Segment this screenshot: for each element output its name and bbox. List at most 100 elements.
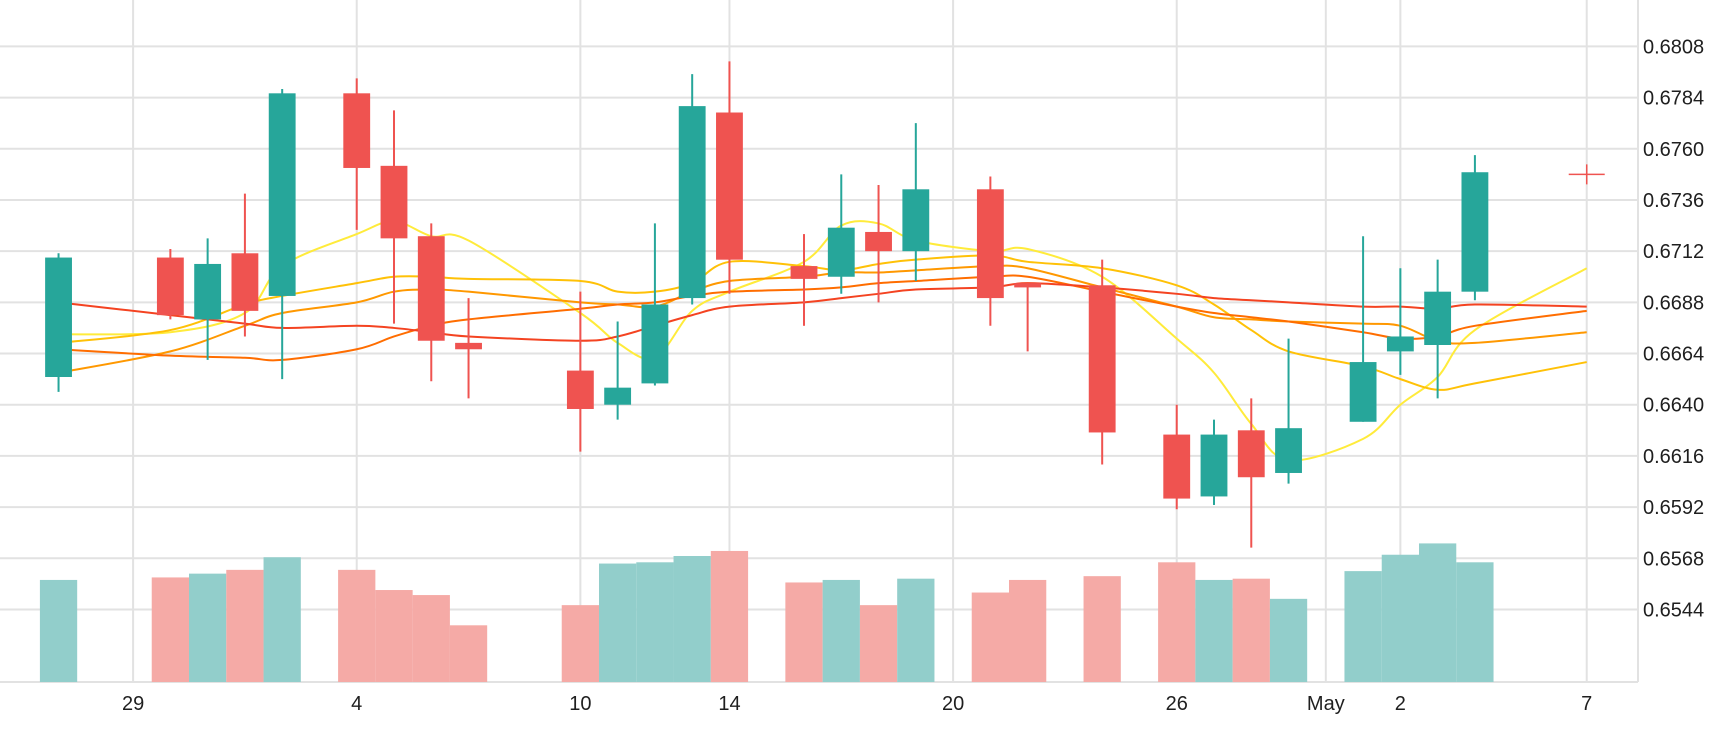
x-tick-label: 26 (1166, 693, 1188, 715)
volume-bar (1456, 562, 1494, 682)
candle-body (827, 227, 855, 277)
volume-bar (226, 569, 264, 682)
volume-bar (897, 578, 935, 682)
candle (1163, 404, 1191, 510)
candle (827, 174, 855, 294)
volume-bars (39, 543, 1494, 682)
y-tick-label: 0.6664 (1643, 344, 1704, 366)
volume-bar (189, 573, 227, 682)
candle (1349, 236, 1377, 422)
candle-body (1088, 285, 1116, 433)
candle-body (268, 93, 296, 296)
candle-body (976, 189, 1004, 299)
candle-body (343, 93, 371, 168)
candle-body (604, 387, 632, 405)
candle (343, 78, 371, 230)
candle-body (194, 263, 222, 320)
x-tick-label: May (1307, 693, 1345, 715)
y-tick-label: 0.6640 (1643, 395, 1704, 417)
candle (231, 193, 259, 337)
candle (902, 123, 930, 282)
x-tick-label: 29 (122, 693, 144, 715)
candle (604, 321, 632, 420)
volume-bar (412, 595, 450, 682)
candle (1088, 259, 1116, 465)
volume-bar (1344, 571, 1382, 682)
volume-bar (1269, 598, 1308, 682)
candle-body (566, 370, 594, 409)
x-tick-label: 10 (569, 693, 591, 715)
volume-bar (1083, 576, 1121, 682)
candle (268, 89, 296, 380)
candle-body (417, 236, 445, 341)
volume-bar (561, 605, 599, 682)
y-tick-label: 0.6616 (1643, 446, 1704, 468)
candle (1275, 338, 1302, 484)
volume-bar (785, 582, 823, 682)
y-axis: 0.6544 0.6568 0.6592 0.6616 0.6640 0.6664 0.66… (1643, 36, 1704, 621)
y-tick-label: 0.6808 (1643, 36, 1704, 58)
candle-body (902, 189, 930, 252)
volume-bar (263, 557, 301, 682)
candle-body (1237, 430, 1265, 478)
candle-body (865, 231, 892, 252)
x-tick-label: 20 (942, 693, 964, 715)
candle (380, 110, 408, 324)
volume-bar (636, 562, 674, 682)
volume-bar (859, 605, 898, 682)
candle-body (678, 106, 706, 299)
candle-body (45, 257, 72, 377)
volume-bar (599, 563, 637, 682)
candle (455, 298, 482, 399)
candle (1200, 419, 1228, 505)
candle-body (1014, 283, 1042, 288)
x-tick-label: 14 (718, 693, 740, 715)
candle-body (1163, 434, 1191, 499)
x-axis: 29 4 10 14 20 26 May 2 7 (122, 693, 1592, 715)
y-tick-label: 0.6688 (1643, 292, 1704, 314)
candle (865, 185, 892, 303)
candle (1386, 268, 1414, 375)
candles (45, 61, 1489, 548)
volume-bar (39, 579, 78, 682)
volume-bar (1419, 543, 1457, 682)
candle (417, 223, 445, 382)
volume-bar (822, 579, 860, 682)
candle-body (1200, 434, 1228, 497)
candle (1424, 259, 1452, 399)
candle-body (455, 342, 482, 350)
candle (716, 61, 743, 294)
volume-bar (1158, 562, 1196, 682)
candle (566, 291, 594, 452)
y-tick-label: 0.6784 (1643, 88, 1704, 110)
volume-bar (1009, 579, 1047, 682)
candle (790, 234, 818, 326)
candle (45, 253, 72, 392)
candle-body (716, 112, 743, 260)
candle-body (156, 257, 184, 316)
volume-bar (338, 569, 376, 682)
last-price-marker (1568, 164, 1605, 185)
volume-bar (1232, 578, 1270, 682)
candle-body (1424, 291, 1452, 345)
moving-average-line (58, 282, 1587, 342)
candle (1237, 398, 1265, 548)
candle-body (1275, 428, 1302, 473)
x-tick-label: 7 (1581, 693, 1592, 715)
candle-body (231, 253, 259, 311)
candle-body (380, 165, 408, 239)
volume-bar (971, 592, 1009, 682)
candle (194, 238, 222, 360)
volume-bar (1195, 579, 1233, 682)
y-tick-label: 0.6760 (1643, 139, 1704, 161)
candle (976, 176, 1004, 326)
y-tick-label: 0.6544 (1643, 599, 1704, 621)
x-tick-label: 4 (351, 693, 362, 715)
candle (641, 223, 669, 386)
y-tick-label: 0.6736 (1643, 190, 1704, 212)
candle (156, 249, 184, 320)
volume-bar (673, 556, 711, 682)
volume-bar (151, 577, 189, 682)
candle-body (790, 266, 818, 279)
